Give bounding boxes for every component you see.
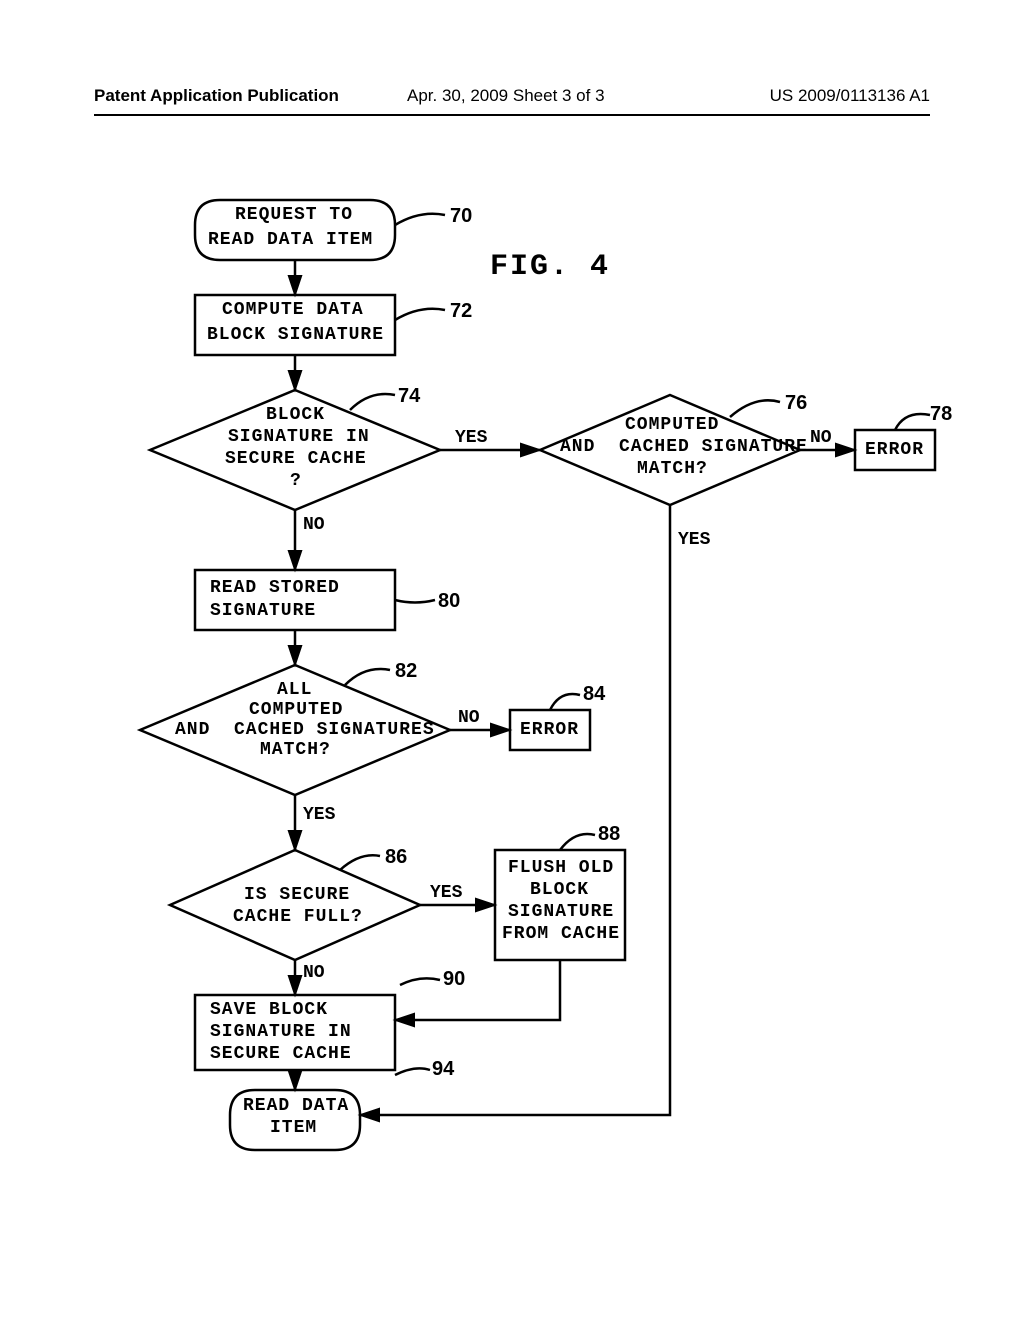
node-74-line3: SECURE CACHE	[225, 449, 367, 469]
node-74-line2: SIGNATURE IN	[228, 427, 370, 447]
ref-76: 76	[785, 392, 807, 415]
ref-74: 74	[398, 385, 420, 408]
edge-86-yes: YES	[430, 883, 462, 903]
node-72-line1: COMPUTE DATA	[222, 300, 364, 320]
node-80-line2: SIGNATURE	[210, 601, 316, 621]
node-90-line1: SAVE BLOCK	[210, 1000, 328, 1020]
edge-74-no: NO	[303, 515, 325, 535]
node-90-line2: SIGNATURE IN	[210, 1022, 352, 1042]
edge-76-no: NO	[810, 428, 832, 448]
node-86-line1: IS SECURE	[244, 885, 350, 905]
ref-78: 78	[930, 403, 952, 426]
node-70-line1: REQUEST TO	[235, 205, 353, 225]
node-88-line2: BLOCK	[530, 880, 589, 900]
ref-86: 86	[385, 846, 407, 869]
node-82-line4: MATCH?	[260, 740, 331, 760]
node-82-line1: ALL	[277, 680, 312, 700]
node-88-line3: SIGNATURE	[508, 902, 614, 922]
edge-76-yes: YES	[678, 530, 710, 550]
node-82-line2: COMPUTED	[249, 700, 343, 720]
ref-80: 80	[438, 590, 460, 613]
node-76-line1: COMPUTED	[625, 415, 719, 435]
node-74-line1: BLOCK	[266, 405, 325, 425]
edge-86-no: NO	[303, 963, 325, 983]
node-90-line3: SECURE CACHE	[210, 1044, 352, 1064]
node-76-line3: MATCH?	[637, 459, 708, 479]
edge-74-yes: YES	[455, 428, 487, 448]
node-88-line1: FLUSH OLD	[508, 858, 614, 878]
node-84-line1: ERROR	[520, 720, 579, 740]
node-78-line1: ERROR	[865, 440, 924, 460]
ref-82: 82	[395, 660, 417, 683]
page: Patent Application Publication Apr. 30, …	[0, 0, 1024, 1320]
ref-84: 84	[583, 683, 605, 706]
ref-90: 90	[443, 968, 465, 991]
node-80-line1: READ STORED	[210, 578, 340, 598]
ref-88: 88	[598, 823, 620, 846]
node-82-line3: AND CACHED SIGNATURES	[175, 720, 435, 740]
edge-82-yes: YES	[303, 805, 335, 825]
node-88-line4: FROM CACHE	[502, 924, 620, 944]
node-74-line4: ?	[290, 471, 302, 491]
node-72-line2: BLOCK SIGNATURE	[207, 325, 384, 345]
node-86-line2: CACHE FULL?	[233, 907, 363, 927]
ref-72: 72	[450, 300, 472, 323]
node-94-line1: READ DATA	[243, 1096, 349, 1116]
node-76-line2: AND CACHED SIGNATURE	[560, 437, 808, 457]
node-94-line2: ITEM	[270, 1118, 317, 1138]
edge-82-no: NO	[458, 708, 480, 728]
flowchart	[0, 0, 1024, 1320]
ref-70: 70	[450, 205, 472, 228]
node-70-line2: READ DATA ITEM	[208, 230, 373, 250]
ref-94: 94	[432, 1058, 454, 1081]
